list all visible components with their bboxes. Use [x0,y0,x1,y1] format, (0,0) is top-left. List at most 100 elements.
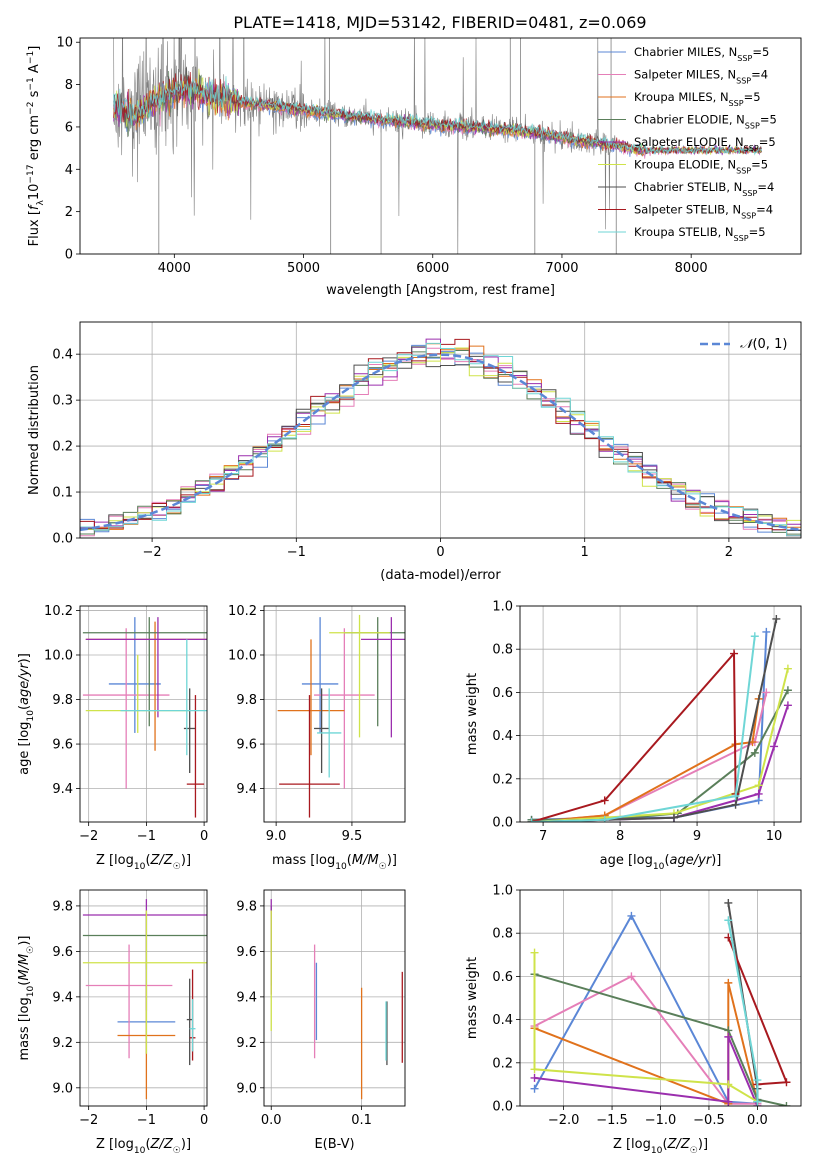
weight-marker [724,1080,733,1089]
mass_age-panel: 9.0 9.5 9.4 9.6 9.8 10.0 10.2 mass [log10(M/M☉)… [228,604,406,872]
residual-histogram-step [80,347,801,530]
Z_age-panel: −2 −1 0 9.4 9.6 9.8 10.0 10.2 Z [log10(Z/Z☉)] age… [17,604,208,872]
legend-entry: Kroupa STELIB, NSSP=5 [634,225,766,243]
x-axis-label: mass [log10(M/M☉)] [272,853,397,872]
model-spectrum-line [113,76,763,156]
weight-marker [750,748,759,757]
y-tick-label: 0.3 [52,394,73,409]
x-tick-label: 9.5 [342,829,363,844]
x-tick-label: 0.0 [747,1113,768,1128]
legend-entry: Chabrier ELODIE, NSSP=5 [634,113,777,131]
y-tick-label: 0.0 [492,1100,513,1115]
x-tick-label: 0 [200,829,208,844]
weight-marker [627,972,636,981]
y-tick-label: 0.1 [52,486,73,501]
weight-marker [627,911,636,920]
y-tick-label: 9.4 [236,990,257,1005]
weight-marker [782,1102,791,1106]
y-tick-label: 8 [65,78,73,93]
EBV_mass-panel: 0.0 0.1 9.0 9.2 9.4 9.6 9.8 E(B-V) [236,889,406,1152]
weight-marker [730,649,739,658]
y-tick-label: 9.4 [52,782,73,797]
weight-series-line [531,705,789,822]
weight-marker [783,701,792,710]
y-tick-label: 1.0 [492,884,513,899]
y-tick-label: 9.8 [236,693,257,708]
x-axis-label: Z [log10(Z/Z☉)] [613,1137,708,1156]
x-tick-label: 1 [581,545,589,560]
weight-marker [600,796,609,805]
legend-entry: Salpeter ELODIE, NSSP=5 [634,135,776,153]
x-tick-label: 9.0 [266,829,287,844]
y-tick-label: 10.2 [228,604,257,619]
x-tick-label: 4000 [158,261,191,276]
weight-marker [754,781,763,790]
y-tick-label: 0.0 [52,532,73,547]
x-tick-label: 0 [200,1113,208,1128]
x-tick-label: 8 [616,829,624,844]
age_weight-plot-area [527,614,792,822]
legend-entry: Salpeter MILES, NSSP=4 [634,68,768,86]
spectrum-plot-area [113,38,763,254]
normal-curve [80,353,801,532]
weight-marker [530,1084,539,1093]
y-tick-label: 9.2 [236,1036,257,1051]
y-tick-label: 0.4 [52,348,73,363]
axes-frame [79,321,802,539]
legend-entry: Chabrier MILES, NSSP=5 [634,45,769,63]
y-tick-label: 9.6 [236,945,257,960]
x-tick-label: −0.5 [693,1113,725,1128]
x-axis-label: (data-model)/error [380,568,501,583]
weight-marker [762,688,771,697]
y-tick-label: 9.6 [236,738,257,753]
y-tick-label: 9.2 [52,1036,73,1051]
figure-title: PLATE=1418, MJD=53142, FIBERID=0481, z=0… [233,13,646,32]
y-tick-label: 4 [65,163,73,178]
weight-marker [770,742,779,751]
y-tick-label: 9.4 [52,990,73,1005]
x-tick-label: 8000 [675,261,708,276]
y-tick-label: 10.0 [228,648,257,663]
y-tick-label: 10.2 [44,604,73,619]
x-tick-label: 7000 [545,261,578,276]
y-tick-label: 9.4 [236,782,257,797]
age_weight-panel: 7 8 9 10 0.0 0.2 0.4 0.6 0.8 1.0 age [log10(age/yr… [465,600,802,872]
weight-marker [600,815,609,822]
y-axis-label: mass [log10(M/M☉)] [17,936,36,1061]
y-axis-label: age [log10(age/yr)] [17,653,36,775]
weight-series-line [727,920,759,1102]
y-tick-label: 0.2 [52,440,73,455]
Z_mass-panel: −2 −1 0 9.0 9.2 9.4 9.6 9.8 Z [log10(Z/Z☉)] mass … [17,889,208,1156]
y-tick-label: 9.8 [236,899,257,914]
y-axis-label: mass weight [465,673,480,755]
weight-series-line [534,975,758,1105]
y-tick-label: 9.8 [52,693,73,708]
y-axis-label: mass weight [465,957,480,1039]
legend: Chabrier MILES, NSSP=5 Salpeter MILES, NS… [598,45,777,243]
y-axis-label: Flux [fλ10−17 erg cm−2 s−1 A−1] [26,46,46,247]
weight-marker [724,916,733,925]
weight-marker [724,978,733,987]
legend-entry: Chabrier STELIB, NSSP=4 [634,180,774,198]
weight-marker [750,632,759,641]
x-tick-label: 0.1 [351,1113,372,1128]
weight-marker [724,1032,733,1041]
x-tick-label: 0 [436,545,444,560]
legend-entry: Salpeter STELIB, NSSP=4 [634,203,773,221]
x-tick-label: −2 [79,829,98,844]
y-tick-label: 0.6 [492,686,513,701]
x-tick-label: 6000 [416,261,449,276]
x-tick-label: −1 [287,545,306,560]
x-tick-label: −2 [79,1113,98,1128]
y-tick-label: 0.4 [492,1013,513,1028]
residuals-panel: −2 −1 0 1 2 0.0 0.1 0.2 0.3 0.4 (data-model)/error… [27,321,802,583]
weight-marker [754,789,763,798]
y-tick-label: 10.0 [44,648,73,663]
y-tick-label: 9.0 [236,1081,257,1096]
weight-marker [724,1097,733,1106]
axes-frame [79,37,802,255]
weight-marker [783,686,792,695]
y-tick-label: 9.6 [52,738,73,753]
residual-histogram-step [80,346,801,531]
